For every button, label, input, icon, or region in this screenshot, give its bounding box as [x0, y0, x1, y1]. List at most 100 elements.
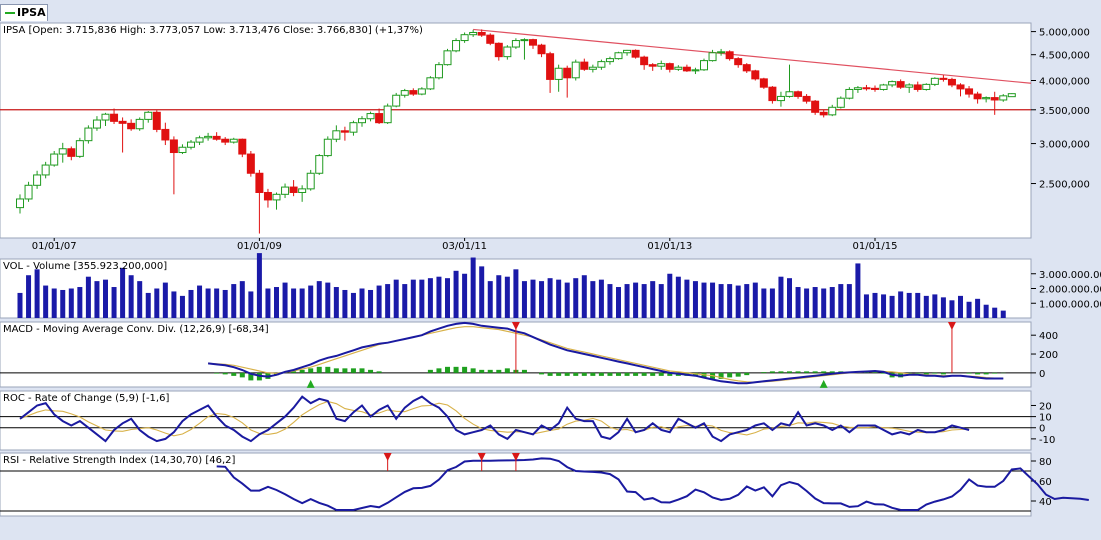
roc-line: [19, 395, 970, 443]
candle-body: [33, 174, 42, 186]
volume-bar: [906, 292, 912, 318]
volume-bar: [85, 276, 91, 318]
candle-body: [588, 66, 597, 70]
rsi-sell-marker: [477, 453, 486, 461]
macd-histogram-bar: [539, 372, 545, 375]
volume-bar: [496, 275, 502, 318]
volume-bar: [855, 263, 861, 318]
candle-body: [871, 87, 879, 90]
chart-title-tab[interactable]: IPSA: [0, 4, 48, 21]
volume-bar: [761, 288, 767, 318]
volume-bar: [556, 279, 562, 318]
volume-bar: [923, 295, 929, 318]
macd-histogram-bar: [769, 371, 775, 373]
candle-body: [614, 52, 623, 60]
macd-histogram-bar: [359, 368, 365, 373]
macd-histogram-bar: [325, 366, 331, 373]
volume-bar: [692, 281, 698, 318]
candle-body: [700, 60, 708, 71]
macd-histogram-bar: [812, 371, 818, 373]
candle-body: [486, 34, 495, 44]
macd-histogram-bar: [787, 371, 792, 373]
volume-bar: [43, 285, 49, 318]
volume-bar: [453, 270, 459, 318]
candle-body: [127, 122, 136, 130]
volume-bar: [239, 281, 245, 318]
candle-body: [135, 118, 144, 130]
macd-tick-label: 200: [1039, 350, 1058, 361]
macd-histogram-bar: [342, 368, 348, 373]
candle-body: [896, 81, 905, 88]
macd-histogram-bar: [470, 368, 476, 373]
volume-bar: [111, 287, 117, 318]
macd-histogram-bar: [299, 369, 305, 373]
volume-bar: [171, 291, 177, 318]
candle-body: [879, 84, 888, 90]
volume-bar: [137, 281, 143, 318]
candle-body: [657, 63, 666, 67]
candle-body: [469, 31, 478, 36]
candle-body: [323, 138, 332, 157]
candle-body: [905, 84, 914, 88]
volume-bar: [812, 287, 818, 318]
macd-histogram-bar: [308, 368, 314, 373]
volume-bar: [282, 282, 288, 318]
volume-bar: [838, 284, 844, 318]
rsi-tick-label: 80: [1039, 457, 1052, 468]
candle-body: [75, 140, 84, 157]
volume-bar: [17, 292, 23, 318]
volume-tick-label: 2.000.000.000: [1039, 285, 1101, 296]
candle-body: [734, 58, 743, 66]
macd-histogram-bar: [598, 372, 604, 376]
candle-body: [110, 113, 119, 122]
macd-histogram-bar: [573, 372, 579, 376]
macd-histogram-bar: [607, 372, 613, 376]
candle-body: [597, 61, 606, 68]
volume-bar: [274, 287, 279, 318]
volume-bar: [821, 288, 827, 318]
volume-bar: [51, 288, 57, 318]
price-panel-label: IPSA [Open: 3.715,836 High: 3.773,057 Lo…: [3, 25, 423, 36]
volume-bar: [231, 284, 237, 318]
volume-bar: [34, 269, 40, 318]
volume-bar: [710, 282, 716, 318]
macd-histogram-bar: [453, 366, 459, 373]
roc-tick-label: 20: [1039, 401, 1052, 412]
volume-bar: [179, 295, 185, 318]
candle-body: [939, 77, 948, 80]
volume-bar: [308, 285, 314, 318]
macd-histogram-bar: [590, 372, 596, 376]
volume-bar: [359, 288, 365, 318]
volume-bar: [958, 295, 963, 318]
macd-histogram-bar: [940, 372, 946, 375]
macd-histogram-bar: [923, 372, 929, 375]
macd-histogram-bar: [872, 372, 878, 373]
volume-bar: [265, 288, 271, 318]
macd-histogram-bar: [658, 372, 664, 376]
macd-histogram-bar: [975, 372, 981, 375]
macd-histogram-bar: [744, 372, 750, 376]
price-panel-bg: [0, 22, 1032, 239]
candle-body: [554, 67, 563, 80]
volume-bar: [881, 294, 887, 318]
candle-body: [178, 146, 187, 154]
volume-bar: [658, 284, 664, 318]
candle-body: [631, 49, 640, 58]
volume-bar: [872, 292, 878, 318]
candle-body: [819, 111, 828, 116]
macd-histogram-bar: [821, 371, 827, 373]
x-tick-label: 01/01/07: [32, 241, 77, 252]
volume-bar: [128, 275, 134, 318]
candle-body: [999, 95, 1008, 101]
macd-histogram-bar: [966, 372, 972, 374]
candle-body: [263, 191, 272, 201]
candle-body: [503, 46, 512, 58]
macd-histogram-bar: [881, 372, 887, 374]
candle-body: [520, 39, 529, 42]
candle-body: [289, 186, 298, 193]
macd-histogram-bar: [214, 372, 220, 374]
volume-bar: [804, 288, 810, 318]
macd-histogram-bar: [291, 371, 297, 373]
candle-body: [794, 91, 803, 97]
volume-bar: [60, 289, 66, 318]
